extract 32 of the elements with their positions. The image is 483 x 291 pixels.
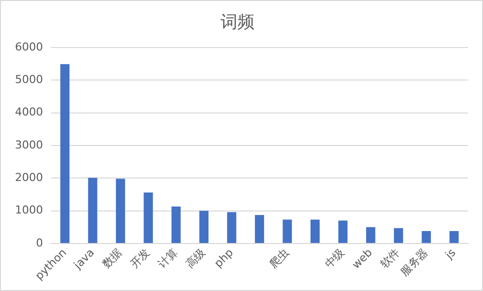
x-tick-label: 计算 — [155, 246, 180, 271]
bar — [394, 228, 404, 243]
bar — [254, 215, 264, 243]
bar — [60, 64, 70, 243]
bar — [310, 220, 320, 243]
x-tick-label: web — [350, 246, 375, 272]
bar — [282, 220, 292, 243]
x-tick-label: 中级 — [322, 246, 348, 271]
bar — [116, 178, 126, 243]
bar — [338, 220, 348, 243]
x-tick-label: 高级 — [183, 246, 208, 271]
bar — [366, 227, 376, 243]
x-tick-label: 数据 — [100, 246, 125, 271]
y-tick-label: 0 — [36, 236, 43, 250]
bar — [227, 212, 236, 243]
bar — [144, 192, 153, 243]
bar — [88, 178, 98, 243]
x-tick-label: 服务器 — [398, 246, 430, 279]
y-tick-label: 5000 — [14, 72, 43, 86]
y-tick-label: 3000 — [14, 138, 43, 152]
bar — [422, 231, 431, 243]
y-tick-label: 1000 — [14, 204, 43, 217]
y-tick-label: 6000 — [14, 40, 43, 54]
x-tick-label: 爬虫 — [266, 246, 292, 271]
bar — [450, 231, 459, 243]
y-tick-label: 2000 — [14, 170, 43, 184]
bar — [199, 210, 208, 243]
x-tick-label: 开发 — [128, 246, 152, 271]
y-tick-label: 4000 — [14, 106, 43, 119]
chart-title: 词频 — [220, 12, 254, 33]
bar — [172, 206, 181, 243]
x-tick-label: js — [442, 246, 458, 262]
